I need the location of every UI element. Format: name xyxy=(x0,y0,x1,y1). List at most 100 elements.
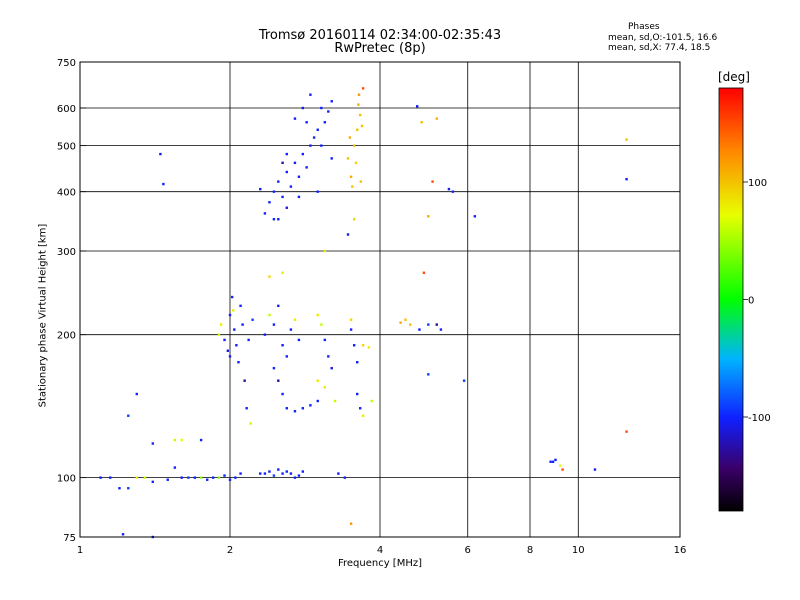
data-point xyxy=(228,478,232,481)
data-point xyxy=(263,333,267,336)
data-point xyxy=(230,295,234,299)
data-point xyxy=(323,121,327,124)
data-point xyxy=(180,476,183,479)
data-point xyxy=(223,338,226,342)
data-point xyxy=(435,117,438,120)
data-point xyxy=(316,399,319,403)
y-tick-label: 500 xyxy=(57,142,76,153)
data-point xyxy=(320,144,323,147)
colorbar xyxy=(718,87,744,512)
phases-heading: Phases xyxy=(628,22,660,32)
data-point xyxy=(249,422,252,425)
y-axis-ticks: 75 100 200 300 400 500 600 750 xyxy=(57,58,86,544)
data-point xyxy=(297,195,301,199)
data-point xyxy=(301,407,305,410)
data-point xyxy=(193,476,197,479)
data-point xyxy=(293,117,297,120)
data-point xyxy=(370,399,373,403)
data-point xyxy=(330,100,333,103)
data-point xyxy=(359,180,362,183)
data-point xyxy=(277,180,280,183)
data-point xyxy=(351,185,354,188)
y-axis-label: Stationary phase Virtual Height [km] xyxy=(37,223,49,408)
data-point xyxy=(289,328,293,331)
data-point xyxy=(223,474,226,477)
data-point xyxy=(415,105,419,108)
data-point xyxy=(272,366,276,370)
data-point xyxy=(285,470,288,473)
data-point xyxy=(173,438,177,442)
data-point xyxy=(309,404,312,407)
data-point xyxy=(285,152,288,156)
data-point xyxy=(241,323,244,326)
data-point xyxy=(285,170,288,174)
data-point xyxy=(323,338,327,342)
data-point xyxy=(352,218,356,221)
data-point xyxy=(277,218,280,221)
y-tick-label: 200 xyxy=(57,331,76,342)
data-point xyxy=(297,338,301,342)
data-point xyxy=(228,313,232,317)
data-point xyxy=(297,474,301,477)
data-point xyxy=(352,344,356,347)
data-point xyxy=(135,392,138,396)
data-point xyxy=(337,472,340,475)
data-point xyxy=(239,472,242,475)
data-point xyxy=(234,476,237,479)
data-point xyxy=(559,464,562,467)
x-tick-label: 16 xyxy=(674,545,687,556)
data-point xyxy=(118,487,121,490)
chart-title: Tromsø 20160114 02:34:00-02:35:43 xyxy=(258,28,502,43)
colorbar-ticks: -100 0 100 xyxy=(743,178,771,424)
data-point xyxy=(187,476,190,479)
data-point xyxy=(348,136,352,139)
data-point xyxy=(219,323,223,326)
data-point xyxy=(427,215,430,218)
data-point xyxy=(243,379,246,382)
data-point xyxy=(281,392,284,396)
phases-o-stats: mean, sd,O:-101.5, 16.6 xyxy=(608,33,718,43)
data-point xyxy=(333,399,337,403)
data-point xyxy=(237,361,240,364)
data-point xyxy=(285,355,288,358)
y-tick-label: 75 xyxy=(63,533,76,544)
data-point xyxy=(268,275,271,278)
data-point xyxy=(554,458,557,462)
data-point xyxy=(357,93,361,96)
data-point xyxy=(309,144,312,147)
data-point xyxy=(561,468,564,471)
data-point xyxy=(346,233,350,236)
data-point xyxy=(323,386,327,389)
data-points xyxy=(99,87,628,539)
data-point xyxy=(205,478,209,481)
data-point xyxy=(312,136,316,139)
data-point xyxy=(357,103,360,106)
data-point xyxy=(327,355,330,358)
data-point xyxy=(259,472,262,475)
data-point xyxy=(281,344,284,347)
data-point xyxy=(301,470,305,473)
data-point xyxy=(473,215,477,218)
grid-lines xyxy=(80,62,680,537)
data-point xyxy=(346,157,350,160)
data-point xyxy=(447,187,451,191)
y-tick-label: 600 xyxy=(57,104,76,115)
data-point xyxy=(360,124,364,128)
x-tick-label: 4 xyxy=(377,545,383,556)
data-point xyxy=(289,185,293,188)
data-point xyxy=(327,110,330,113)
x-tick-label: 2 xyxy=(227,545,233,556)
x-tick-label: 6 xyxy=(465,545,471,556)
data-point xyxy=(151,480,155,484)
data-point xyxy=(281,195,284,199)
data-point xyxy=(235,344,238,347)
data-point xyxy=(305,166,308,169)
data-point xyxy=(293,318,297,321)
data-point xyxy=(355,361,359,364)
data-point xyxy=(272,190,276,193)
data-point xyxy=(268,313,271,317)
data-point xyxy=(239,304,242,308)
data-point xyxy=(427,373,430,376)
data-point xyxy=(285,407,288,410)
